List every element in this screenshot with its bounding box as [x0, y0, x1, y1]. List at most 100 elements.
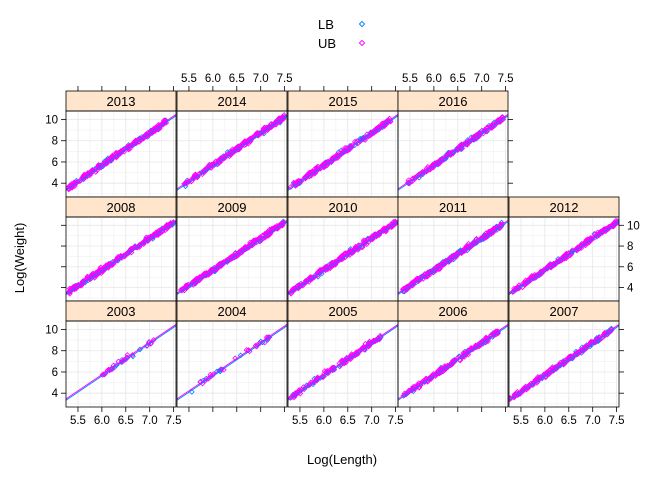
point-ub — [540, 267, 547, 274]
x-tick-label: 7.5 — [166, 415, 182, 427]
strip-label-2011: 2011 — [439, 200, 467, 215]
fit-line-lb — [66, 221, 176, 295]
panel-border — [508, 320, 620, 408]
point-ub — [448, 150, 454, 157]
strip-label-2004: 2004 — [218, 304, 247, 319]
fit-line-ub — [398, 114, 508, 190]
panel-points-2015 — [288, 114, 398, 191]
x-tick-label: 6.0 — [94, 415, 110, 427]
y-tick-label: 6 — [52, 367, 58, 379]
panel-2008: 2008 — [65, 196, 177, 302]
x-tick-label: 5.5 — [292, 415, 308, 427]
point-ub — [455, 145, 462, 152]
point-ub — [125, 144, 131, 151]
strip-label-2015: 2015 — [329, 94, 358, 109]
y-axis-label: Log(Weight) — [12, 223, 27, 294]
fit-line-ub — [509, 324, 619, 400]
strip-label-2003: 2003 — [107, 304, 136, 319]
legend: LB UB — [318, 17, 366, 51]
x-tick-label: 6.0 — [205, 73, 221, 85]
fit-line-lb — [398, 221, 508, 295]
point-ub — [290, 287, 296, 294]
point-ub — [472, 134, 479, 141]
panel-points-2014 — [177, 112, 287, 191]
point-ub — [319, 267, 326, 274]
point-ub — [264, 334, 271, 341]
point-ub — [260, 125, 267, 132]
point-ub — [575, 349, 582, 356]
x-tick-label: 7.5 — [388, 415, 404, 427]
fit-line-lb — [66, 115, 176, 191]
y-tick-label: 4 — [627, 283, 634, 295]
point-ub — [515, 284, 521, 291]
strip-label-2014: 2014 — [218, 94, 247, 109]
point-ub — [303, 278, 309, 285]
point-ub — [220, 366, 227, 373]
point-ub — [415, 380, 422, 387]
strip-label-2012: 2012 — [550, 200, 579, 215]
strip-label-2007: 2007 — [550, 304, 579, 319]
point-ub — [427, 271, 434, 277]
point-ub — [308, 172, 314, 179]
point-ub — [463, 350, 470, 356]
x-tick-label: 6.5 — [450, 73, 466, 85]
point-ub — [496, 225, 503, 232]
panel-points-2013 — [66, 114, 176, 193]
y-tick-label: 10 — [45, 114, 58, 126]
fit-line-ub — [398, 324, 508, 400]
panel-points-2011 — [398, 219, 508, 295]
x-tick-label: 7.0 — [364, 415, 380, 427]
panel-points-2007 — [509, 324, 619, 403]
fit-line-ub — [509, 219, 619, 294]
point-ub — [489, 122, 496, 129]
point-ub — [363, 343, 370, 350]
panel-2014: 2014 — [176, 90, 288, 198]
panel-2004: 2004 — [176, 300, 288, 408]
panel-2003: 2003 — [65, 300, 177, 408]
fit-line-lb — [398, 325, 508, 401]
panel-points-2005 — [288, 324, 398, 401]
point-ub — [405, 179, 412, 186]
y-tick-label: 10 — [627, 220, 640, 232]
y-tick-label: 6 — [52, 157, 58, 169]
x-tick-label: 7.0 — [585, 415, 601, 427]
fit-line-lb — [288, 115, 398, 191]
x-tick-label: 7.0 — [253, 73, 269, 85]
point-ub — [256, 340, 263, 347]
y-tick-label: 4 — [52, 178, 59, 190]
strip-label-2010: 2010 — [329, 200, 358, 215]
point-ub — [182, 284, 189, 291]
fit-line-lb — [177, 325, 287, 401]
fit-line-lb — [177, 221, 287, 295]
fit-line-lb — [288, 221, 398, 295]
strip-label-2005: 2005 — [329, 304, 358, 319]
fit-line-lb — [177, 115, 287, 191]
x-tick-label: 6.5 — [118, 415, 134, 427]
axes: 5.5 6.0 6.5 7.0 7.5 5.5 6.0 6.5 7.0 7.5 5.5 6.0 6.5 7… — [45, 73, 640, 427]
y-tick-label: 6 — [627, 262, 633, 274]
point-ub — [361, 346, 368, 353]
fit-line-lb — [66, 325, 176, 401]
panel-2005: 2005 — [287, 300, 399, 408]
point-ub — [213, 264, 219, 271]
point-ub — [542, 373, 549, 380]
panel-2009: 2009 — [176, 196, 288, 302]
panel-2012: 2012 — [508, 196, 620, 302]
panel-points-2004 — [177, 324, 287, 401]
point-ub — [66, 186, 72, 193]
legend-label-ub: UB — [318, 36, 336, 51]
point-ub — [118, 253, 125, 260]
x-tick-label: 5.5 — [402, 73, 418, 85]
point-lb — [216, 367, 223, 374]
panel-points-2006 — [398, 324, 508, 401]
fit-line-ub — [66, 219, 176, 294]
panel-2013: 2013 — [65, 90, 177, 198]
point-ub — [445, 259, 452, 265]
point-ub — [416, 384, 423, 390]
x-tick-label: 6.0 — [537, 415, 553, 427]
point-ub — [263, 233, 269, 240]
point-ub — [190, 282, 197, 288]
x-tick-label: 6.5 — [340, 415, 356, 427]
panel-2015: 2015 — [287, 90, 399, 198]
fit-line-lb — [509, 221, 619, 295]
